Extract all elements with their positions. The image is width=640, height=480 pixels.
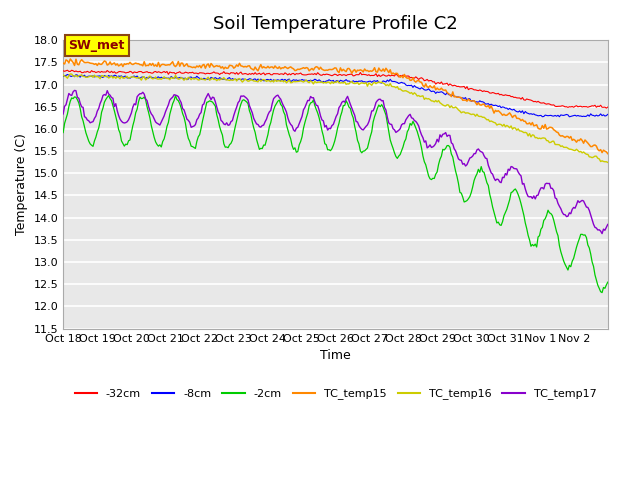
X-axis label: Time: Time xyxy=(320,349,351,362)
Title: Soil Temperature Profile C2: Soil Temperature Profile C2 xyxy=(213,15,458,33)
Legend: -32cm, -8cm, -2cm, TC_temp15, TC_temp16, TC_temp17: -32cm, -8cm, -2cm, TC_temp15, TC_temp16,… xyxy=(70,384,601,404)
Y-axis label: Temperature (C): Temperature (C) xyxy=(15,133,28,235)
Text: SW_met: SW_met xyxy=(68,39,125,52)
